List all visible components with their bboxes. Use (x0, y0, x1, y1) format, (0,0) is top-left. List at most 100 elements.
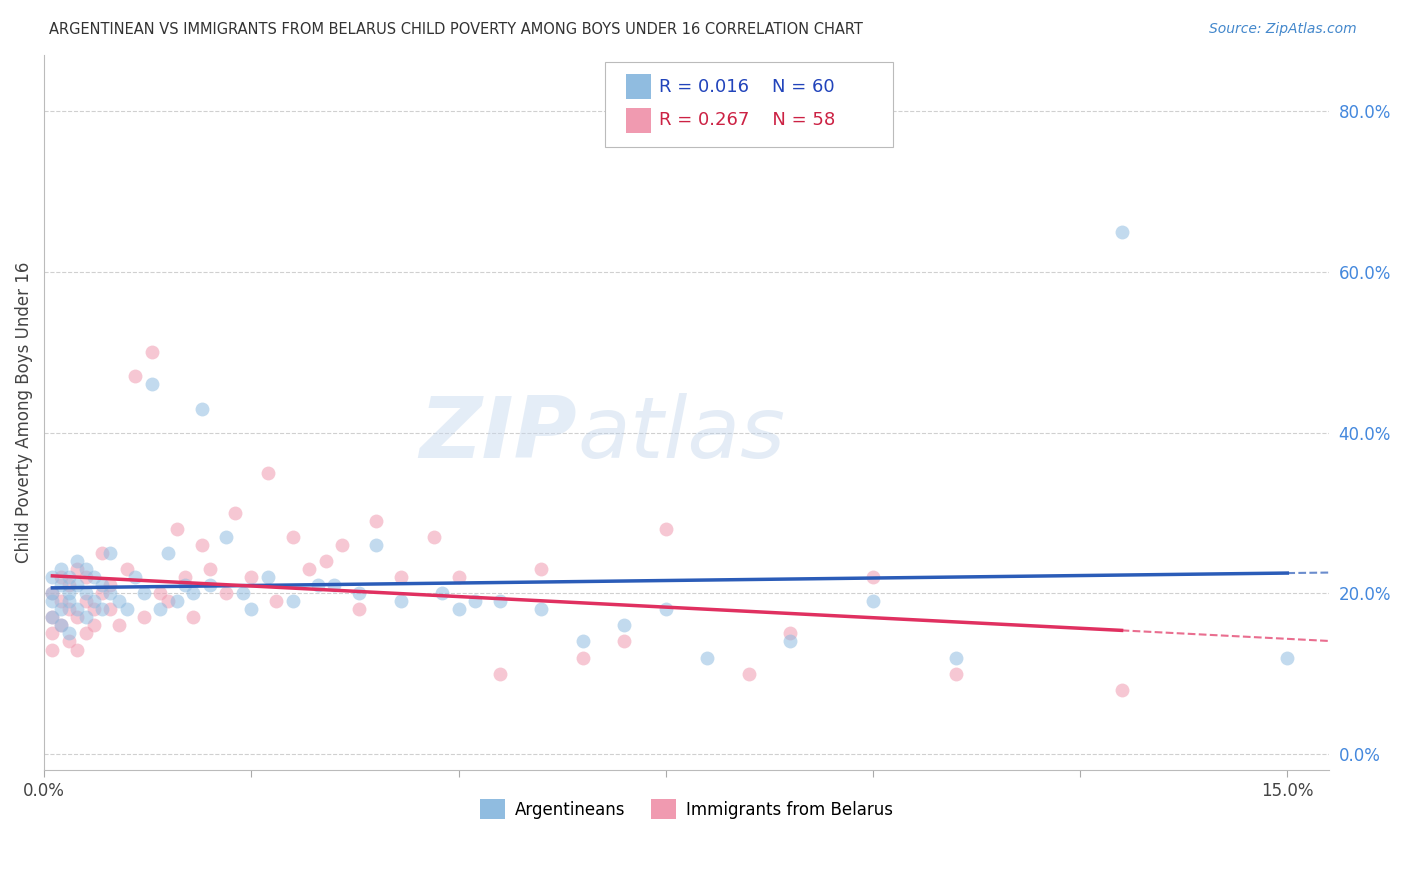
Point (41, 586, 63, 600)
Point (66, 578, 89, 592)
Point (364, 514, 387, 528)
Point (696, 650, 718, 665)
Point (613, 618, 636, 632)
Legend: Argentineans, Immigrants from Belarus: Argentineans, Immigrants from Belarus (474, 792, 900, 826)
Point (166, 594, 188, 608)
Point (447, 570, 470, 584)
Point (58, 570, 80, 584)
Point (83, 570, 105, 584)
Text: R = 0.267    N = 58: R = 0.267 N = 58 (659, 112, 835, 129)
Point (66, 562, 89, 576)
Point (530, 562, 553, 576)
Point (1277, 650, 1299, 665)
Point (198, 578, 221, 592)
Point (1111, 682, 1133, 697)
Point (91, 546, 114, 560)
Point (389, 570, 412, 584)
Y-axis label: Child Poverty Among Boys Under 16: Child Poverty Among Boys Under 16 (15, 262, 32, 563)
Point (654, 602, 676, 616)
Point (190, 538, 212, 552)
Point (198, 562, 221, 576)
Point (124, 369, 146, 384)
Point (132, 610, 155, 624)
Point (307, 578, 329, 592)
Point (75, 594, 97, 608)
Point (75, 586, 97, 600)
Point (66, 610, 89, 624)
Point (49, 562, 72, 576)
Point (58, 634, 80, 648)
Point (132, 586, 155, 600)
Point (49, 594, 72, 608)
Point (347, 586, 370, 600)
Point (83, 618, 105, 632)
Point (49, 618, 72, 632)
Point (107, 618, 129, 632)
Point (91, 578, 114, 592)
Point (945, 666, 967, 681)
Point (41, 586, 63, 600)
Point (323, 578, 346, 592)
Point (240, 602, 263, 616)
Point (779, 634, 801, 648)
Point (66, 554, 89, 568)
Point (422, 530, 444, 544)
Point (389, 594, 412, 608)
Point (613, 634, 636, 648)
Point (572, 634, 595, 648)
Point (215, 586, 238, 600)
Point (75, 570, 97, 584)
Point (232, 586, 254, 600)
Point (332, 538, 354, 552)
Point (41, 570, 63, 584)
Point (315, 554, 337, 568)
Point (58, 594, 80, 608)
Point (215, 530, 238, 544)
Point (49, 570, 72, 584)
Point (181, 610, 204, 624)
Point (174, 570, 197, 584)
Point (224, 506, 246, 520)
Point (281, 530, 304, 544)
Point (100, 602, 122, 616)
Point (281, 594, 304, 608)
Point (141, 377, 163, 392)
Point (157, 594, 180, 608)
Text: R = 0.016    N = 60: R = 0.016 N = 60 (659, 78, 835, 95)
Point (75, 610, 97, 624)
Point (83, 602, 105, 616)
Point (58, 602, 80, 616)
Point (66, 602, 89, 616)
Point (298, 562, 321, 576)
Point (58, 586, 80, 600)
Point (58, 626, 80, 640)
Point (49, 618, 72, 632)
Point (91, 602, 114, 616)
Point (41, 594, 63, 608)
Point (100, 578, 122, 592)
Point (264, 594, 287, 608)
Point (364, 538, 387, 552)
Point (41, 610, 63, 624)
Point (862, 570, 884, 584)
Point (115, 562, 138, 576)
Point (124, 570, 146, 584)
Point (107, 594, 129, 608)
Point (41, 642, 63, 657)
Point (41, 610, 63, 624)
Point (41, 626, 63, 640)
Point (115, 602, 138, 616)
Point (75, 562, 97, 576)
Point (49, 578, 72, 592)
Point (83, 594, 105, 608)
Point (572, 650, 595, 665)
Point (66, 642, 89, 657)
Point (181, 586, 204, 600)
Point (779, 626, 801, 640)
Point (58, 578, 80, 592)
Point (447, 602, 470, 616)
Point (489, 594, 512, 608)
Point (430, 586, 453, 600)
Point (100, 586, 122, 600)
Point (49, 602, 72, 616)
